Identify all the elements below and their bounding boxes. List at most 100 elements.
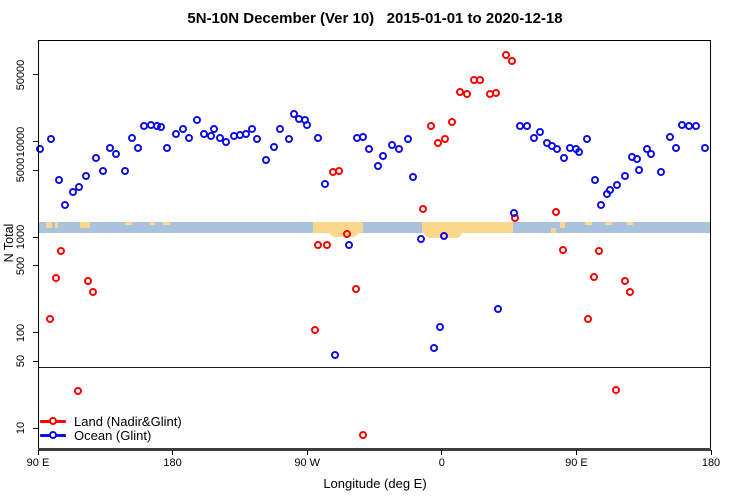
data-point-ocean: [429, 343, 438, 352]
data-point-ocean: [378, 152, 387, 161]
data-point-ocean: [163, 144, 172, 153]
data-point-ocean: [605, 185, 614, 194]
data-point-land: [334, 167, 343, 176]
map-land-segment: [150, 221, 155, 225]
data-point-ocean: [98, 167, 107, 176]
data-point-ocean: [671, 144, 680, 153]
data-point-land: [552, 208, 561, 217]
data-point-ocean: [134, 144, 143, 153]
data-point-ocean: [613, 181, 622, 190]
y-tick-label: 500: [15, 256, 27, 275]
x-tick-label: 0: [438, 457, 445, 469]
x-tick-label: 90 E: [565, 457, 588, 469]
data-point-ocean: [120, 167, 129, 176]
data-point-ocean: [647, 150, 656, 159]
data-point-land: [440, 134, 449, 143]
x-tick-label: 180: [701, 457, 721, 469]
data-point-land: [492, 88, 501, 97]
map-land-segment: [626, 221, 633, 225]
data-point-ocean: [303, 121, 312, 130]
x-axis-line: [38, 448, 711, 451]
data-point-ocean: [210, 125, 219, 134]
chart-title: 5N-10N December (Ver 10) 2015-01-01 to 2…: [187, 10, 563, 27]
data-point-ocean: [216, 133, 225, 142]
data-point-ocean: [635, 165, 643, 174]
data-point-ocean: [388, 141, 397, 150]
y-axis-label: N Total: [2, 223, 16, 263]
data-point-ocean: [509, 209, 518, 218]
plot-area: [38, 40, 711, 450]
data-point-ocean: [373, 162, 382, 171]
x-tick-label: 90 W: [294, 457, 321, 469]
data-point-land: [594, 247, 603, 256]
data-point-ocean: [536, 127, 545, 136]
y-tick: [33, 427, 38, 429]
data-point-ocean: [515, 122, 524, 131]
legend-ocean-marker-icon: [48, 431, 57, 439]
data-point-ocean: [36, 145, 45, 154]
data-point-ocean: [156, 123, 165, 132]
y-tick-label: 10000: [15, 126, 27, 157]
y-tick-label: 100: [15, 323, 27, 342]
data-point-ocean: [289, 110, 298, 119]
map-land-segment: [422, 221, 513, 234]
data-point-ocean: [253, 135, 262, 144]
data-point-land: [501, 50, 510, 59]
map-land-segment: [163, 221, 171, 225]
y-tick: [33, 360, 38, 362]
data-point-land: [322, 240, 331, 249]
x-tick: [37, 450, 39, 455]
data-point-land: [313, 240, 322, 249]
x-tick: [172, 450, 174, 455]
data-point-ocean: [522, 121, 531, 130]
data-point-land: [558, 246, 567, 255]
data-point-ocean: [633, 154, 642, 163]
data-point-ocean: [69, 188, 78, 197]
data-point-land: [358, 431, 367, 440]
x-tick-label: 180: [163, 457, 182, 469]
data-point-ocean: [313, 133, 322, 142]
map-land-segment: [604, 221, 612, 225]
data-point-land: [84, 277, 93, 286]
map-land-segment: [55, 221, 59, 228]
map-land-segment: [584, 221, 592, 225]
legend-land-label: Land (Nadir&Glint): [74, 413, 182, 429]
data-point-land: [46, 315, 55, 324]
map-land-segment: [559, 221, 566, 228]
data-point-land: [476, 75, 485, 84]
map-land-segment: [313, 221, 363, 234]
data-point-ocean: [320, 179, 329, 188]
data-point-ocean: [276, 124, 285, 133]
data-point-ocean: [575, 148, 584, 157]
y-tick-label: 50: [15, 355, 27, 368]
data-point-ocean: [91, 153, 100, 162]
data-point-ocean: [358, 133, 367, 142]
data-point-ocean: [192, 116, 201, 125]
legend-ocean-label: Ocean (Glint): [74, 427, 152, 443]
data-point-ocean: [185, 133, 194, 142]
data-point-land: [88, 288, 97, 297]
data-point-ocean: [657, 167, 666, 176]
data-point-land: [589, 273, 598, 282]
data-point-ocean: [106, 143, 115, 152]
data-point-ocean: [330, 351, 339, 360]
x-axis-label: Longitude (deg E): [323, 476, 427, 491]
data-point-land: [456, 88, 465, 97]
data-point-ocean: [597, 201, 606, 210]
data-point-ocean: [440, 232, 449, 241]
data-point-ocean: [284, 134, 293, 143]
y-tick: [33, 332, 38, 333]
map-land-segment: [45, 221, 53, 228]
data-point-ocean: [643, 145, 652, 154]
data-point-ocean: [559, 153, 568, 162]
data-point-ocean: [409, 173, 418, 182]
data-point-ocean: [417, 234, 426, 243]
data-point-ocean: [75, 183, 84, 192]
map-land-segment: [80, 221, 91, 228]
data-point-land: [427, 121, 436, 130]
data-point-land: [463, 89, 472, 98]
map-ocean-band: [38, 221, 711, 234]
data-point-land: [52, 273, 61, 282]
data-point-land: [342, 229, 351, 238]
data-point-ocean: [269, 142, 278, 151]
